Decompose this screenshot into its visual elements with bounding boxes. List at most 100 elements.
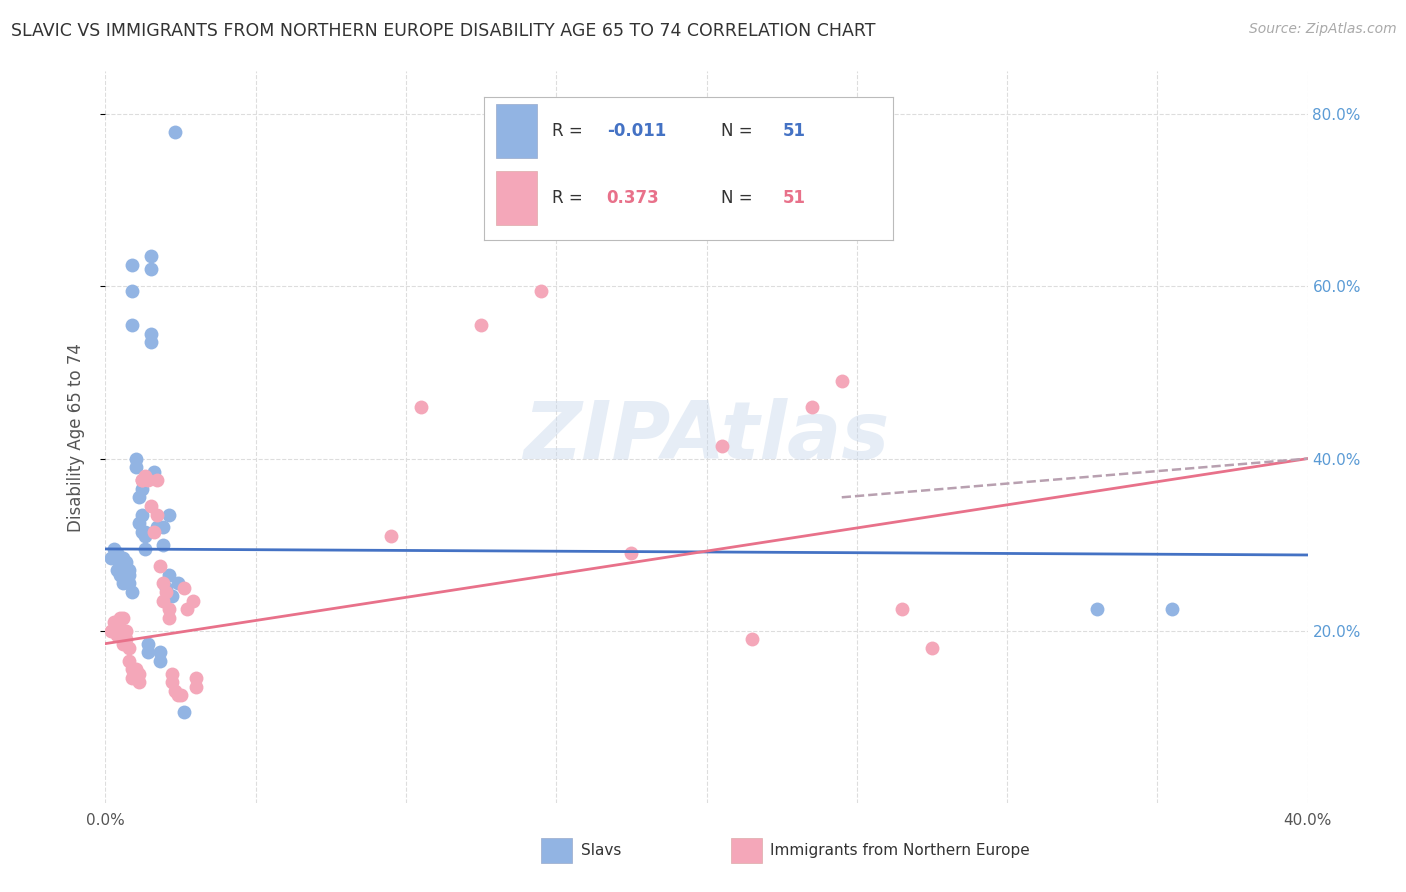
Point xyxy=(152,593,174,607)
Point xyxy=(121,662,143,676)
Point xyxy=(145,508,167,522)
Point xyxy=(128,516,150,530)
Point xyxy=(107,564,129,578)
Point xyxy=(148,654,170,668)
Point xyxy=(115,624,138,638)
Point xyxy=(134,524,156,539)
Point xyxy=(166,576,188,591)
Text: Slavs: Slavs xyxy=(581,844,621,858)
Text: ZIPAtlas: ZIPAtlas xyxy=(523,398,890,476)
Point xyxy=(800,400,823,414)
Point xyxy=(128,491,150,505)
Point xyxy=(166,688,188,702)
Point xyxy=(112,550,135,565)
Point xyxy=(121,318,143,333)
Point xyxy=(157,508,180,522)
Y-axis label: Disability Age 65 to 74: Disability Age 65 to 74 xyxy=(66,343,84,532)
Text: Immigrants from Northern Europe: Immigrants from Northern Europe xyxy=(770,844,1031,858)
Point xyxy=(470,318,492,333)
Point xyxy=(155,585,177,599)
Point xyxy=(115,572,138,586)
Point xyxy=(160,589,183,603)
Point xyxy=(136,637,159,651)
Point xyxy=(184,671,207,685)
Point xyxy=(103,541,125,556)
Point xyxy=(112,576,135,591)
Point xyxy=(157,611,180,625)
Point xyxy=(134,529,156,543)
Point xyxy=(112,572,135,586)
Point xyxy=(128,666,150,681)
Point xyxy=(380,529,402,543)
Point xyxy=(142,524,165,539)
Point xyxy=(169,688,191,702)
Point xyxy=(176,602,198,616)
Point xyxy=(131,508,153,522)
Point xyxy=(118,576,141,591)
Point xyxy=(134,468,156,483)
Point xyxy=(136,645,159,659)
Point xyxy=(152,538,174,552)
Point xyxy=(118,654,141,668)
Point xyxy=(131,473,153,487)
Point xyxy=(110,611,132,625)
Point xyxy=(110,559,132,574)
Point xyxy=(148,645,170,659)
Point xyxy=(155,581,177,595)
Point xyxy=(157,602,180,616)
Point xyxy=(148,559,170,574)
Point xyxy=(131,473,153,487)
Point xyxy=(184,680,207,694)
Point xyxy=(112,637,135,651)
Point xyxy=(152,576,174,591)
Point xyxy=(128,675,150,690)
Point xyxy=(620,546,643,560)
Point xyxy=(409,400,432,414)
Point xyxy=(921,640,943,655)
Point xyxy=(139,249,162,263)
Point xyxy=(121,284,143,298)
Point xyxy=(134,541,156,556)
Point xyxy=(112,611,135,625)
Point xyxy=(163,125,186,139)
Point xyxy=(710,439,733,453)
Point xyxy=(124,671,146,685)
Point xyxy=(139,326,162,341)
Point xyxy=(139,335,162,350)
Point xyxy=(100,550,122,565)
Point xyxy=(145,520,167,534)
Point xyxy=(124,662,146,676)
Point xyxy=(181,593,204,607)
Point xyxy=(110,567,132,582)
Point xyxy=(136,473,159,487)
Point xyxy=(145,473,167,487)
Point xyxy=(124,460,146,475)
Point xyxy=(163,684,186,698)
Text: Source: ZipAtlas.com: Source: ZipAtlas.com xyxy=(1249,22,1396,37)
Point xyxy=(110,624,132,638)
Point xyxy=(100,624,122,638)
Point xyxy=(1085,602,1108,616)
Point xyxy=(107,546,129,560)
Point xyxy=(160,675,183,690)
Point xyxy=(152,520,174,534)
Point xyxy=(115,564,138,578)
Point xyxy=(139,262,162,277)
Text: SLAVIC VS IMMIGRANTS FROM NORTHERN EUROPE DISABILITY AGE 65 TO 74 CORRELATION CH: SLAVIC VS IMMIGRANTS FROM NORTHERN EUROP… xyxy=(11,22,876,40)
Point xyxy=(530,284,553,298)
Point xyxy=(142,465,165,479)
Point xyxy=(131,524,153,539)
Point xyxy=(741,632,763,647)
Point xyxy=(890,602,912,616)
Point xyxy=(115,632,138,647)
Point xyxy=(157,567,180,582)
Point xyxy=(131,482,153,496)
Point xyxy=(124,451,146,466)
Point xyxy=(139,499,162,513)
Point xyxy=(173,706,195,720)
Point xyxy=(115,555,138,569)
Point xyxy=(121,258,143,272)
Point xyxy=(118,567,141,582)
Point xyxy=(103,615,125,629)
Point xyxy=(118,640,141,655)
